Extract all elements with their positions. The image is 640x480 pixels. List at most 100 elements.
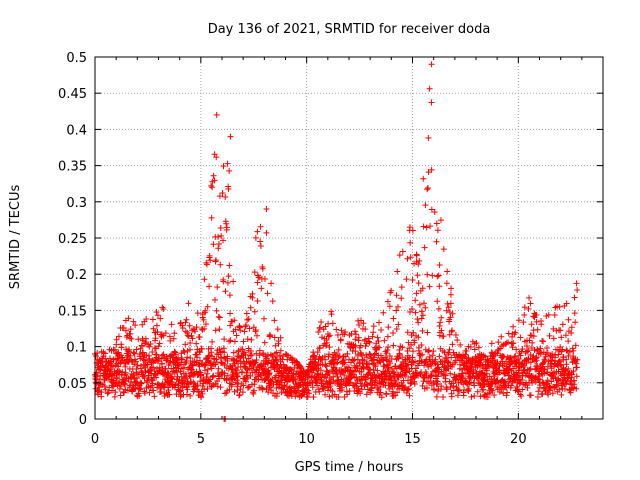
data-point <box>357 380 364 387</box>
data-point <box>474 388 481 395</box>
data-point <box>204 370 211 377</box>
data-point <box>188 332 195 339</box>
data-point <box>122 378 129 385</box>
data-point <box>489 387 496 394</box>
data-point <box>182 341 189 348</box>
data-point <box>326 344 333 351</box>
data-point <box>218 232 225 239</box>
data-point <box>436 283 443 290</box>
data-point <box>565 316 572 323</box>
data-point <box>565 365 572 372</box>
data-point <box>334 359 341 366</box>
data-point <box>165 387 172 394</box>
data-point <box>390 330 397 337</box>
data-point <box>482 353 489 360</box>
data-point <box>309 384 316 391</box>
data-point <box>436 353 443 360</box>
data-point <box>524 384 531 391</box>
data-point <box>525 347 532 354</box>
data-point <box>360 320 367 327</box>
data-point <box>384 346 391 353</box>
data-point <box>318 318 325 325</box>
data-point <box>406 385 413 392</box>
data-point <box>314 370 321 377</box>
data-point <box>384 298 391 305</box>
data-point <box>139 321 146 328</box>
data-point <box>265 389 272 396</box>
data-points <box>91 61 581 422</box>
data-point <box>508 354 515 361</box>
data-point <box>216 314 223 321</box>
data-point <box>178 373 185 380</box>
data-point <box>150 364 157 371</box>
data-point <box>222 288 229 295</box>
data-point <box>212 257 219 264</box>
data-point <box>268 280 275 287</box>
data-point <box>187 355 194 362</box>
data-point <box>190 361 197 368</box>
data-point <box>194 310 201 317</box>
data-point <box>243 310 250 317</box>
data-point <box>261 275 268 282</box>
data-point <box>544 344 551 351</box>
data-point <box>438 383 445 390</box>
data-point <box>376 344 383 351</box>
data-point <box>435 272 442 279</box>
data-point <box>557 327 564 334</box>
data-point <box>167 358 174 365</box>
data-point <box>411 339 418 346</box>
data-point <box>358 386 365 393</box>
data-point <box>416 257 423 264</box>
data-point <box>271 317 278 324</box>
data-point <box>191 328 198 335</box>
data-point <box>500 390 507 397</box>
data-point <box>526 294 533 301</box>
data-point <box>316 344 323 351</box>
data-point <box>562 366 569 373</box>
data-point <box>425 135 432 142</box>
data-point <box>428 61 435 68</box>
data-point <box>310 393 317 400</box>
data-point <box>183 358 190 365</box>
data-point <box>529 379 536 386</box>
data-point <box>362 336 369 343</box>
data-point <box>570 347 577 354</box>
data-point <box>157 385 164 392</box>
data-point <box>226 167 233 174</box>
data-point <box>251 308 258 315</box>
data-point <box>258 285 265 292</box>
data-point <box>393 307 400 314</box>
data-point <box>395 321 402 328</box>
data-point <box>257 238 264 245</box>
data-point <box>144 361 151 368</box>
data-point <box>126 346 133 353</box>
data-point <box>213 356 220 363</box>
data-point <box>178 355 185 362</box>
data-point <box>95 387 102 394</box>
data-point <box>186 322 193 329</box>
data-point <box>227 322 234 329</box>
data-point <box>227 310 234 317</box>
data-point <box>233 367 240 374</box>
data-point <box>159 304 166 311</box>
data-point <box>511 353 518 360</box>
data-point <box>574 287 581 294</box>
data-point <box>236 391 243 398</box>
data-point <box>158 331 165 338</box>
y-tick-label: 0.25 <box>58 232 87 247</box>
data-point <box>130 349 137 356</box>
data-point <box>224 279 231 286</box>
data-point <box>407 309 414 316</box>
data-point <box>211 296 218 303</box>
data-point <box>410 329 417 336</box>
data-point <box>369 333 376 340</box>
data-point <box>132 385 139 392</box>
data-point <box>315 328 322 335</box>
data-point <box>398 295 405 302</box>
data-point <box>515 317 522 324</box>
data-point <box>131 376 138 383</box>
data-point <box>158 355 165 362</box>
data-point <box>528 321 535 328</box>
data-point <box>194 354 201 361</box>
data-point <box>235 353 242 360</box>
